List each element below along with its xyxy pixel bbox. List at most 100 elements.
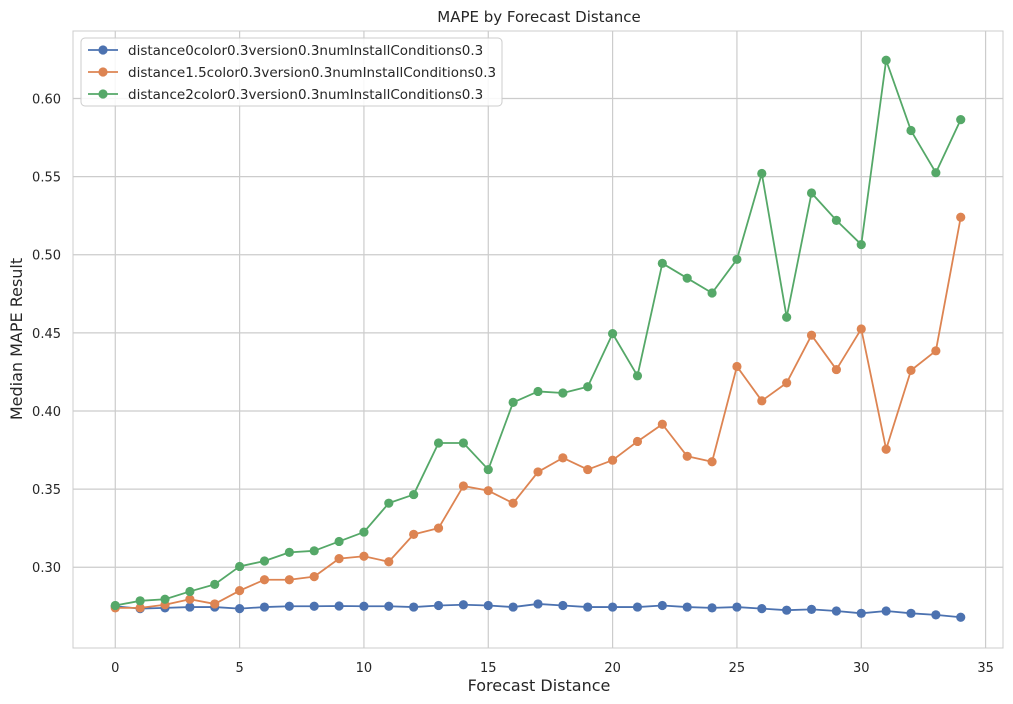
x-tick-label: 0 (111, 661, 119, 676)
data-point (707, 457, 717, 467)
y-tick-label: 0.45 (32, 327, 61, 342)
data-point (458, 481, 469, 491)
data-point (359, 551, 369, 561)
legend-label: distance0color0.3version0.3numInstallCon… (128, 43, 483, 59)
legend: distance0color0.3version0.3numInstallCon… (80, 37, 503, 107)
legend-box (80, 37, 503, 107)
data-point (259, 602, 270, 612)
y-tick-label: 0.40 (32, 405, 61, 420)
series-1 (110, 212, 966, 613)
x-axis-label: Forecast Distance (468, 676, 611, 695)
data-point (334, 536, 344, 547)
chart-title: MAPE by Forecast Distance (437, 8, 641, 26)
data-point (235, 586, 245, 596)
x-tick-label: 15 (480, 661, 497, 676)
data-point (135, 603, 145, 613)
data-point (732, 254, 742, 265)
data-point (757, 168, 767, 179)
data-point (906, 125, 916, 136)
data-point (558, 600, 568, 611)
data-point (682, 602, 692, 612)
legend-label: distance2color0.3version0.3numInstallCon… (128, 87, 483, 103)
data-point (483, 486, 493, 496)
data-point (433, 438, 444, 448)
data-point (831, 606, 841, 616)
data-point (707, 603, 717, 613)
data-point (632, 602, 643, 612)
data-point (732, 361, 742, 372)
x-tick-label: 10 (356, 661, 373, 676)
data-point (508, 498, 518, 508)
data-point (259, 556, 270, 566)
data-point (682, 273, 692, 283)
data-point (682, 451, 692, 461)
data-point (856, 324, 866, 334)
data-point (607, 455, 618, 465)
data-point (359, 527, 369, 537)
data-point (906, 365, 916, 375)
data-point (483, 600, 493, 611)
data-point (558, 388, 568, 398)
y-tick-label: 0.55 (32, 171, 61, 186)
data-point (235, 604, 245, 614)
data-point (384, 498, 394, 508)
x-tick-label: 35 (977, 661, 994, 676)
data-point (757, 604, 767, 614)
data-point (359, 601, 369, 611)
data-point (284, 547, 294, 557)
data-point (210, 579, 220, 590)
data-point (782, 605, 792, 615)
x-tick-label: 30 (853, 661, 870, 676)
data-point (533, 467, 543, 477)
data-point (931, 346, 941, 356)
data-point (831, 215, 841, 225)
data-point (806, 604, 817, 615)
legend-label: distance1.5color0.3version0.3numInstallC… (128, 65, 496, 81)
legend-marker (98, 67, 108, 77)
data-point (931, 168, 941, 178)
data-point (632, 371, 643, 381)
data-point (931, 610, 941, 620)
data-point (508, 397, 518, 407)
legend-entry: distance1.5color0.3version0.3numInstallC… (88, 65, 496, 81)
data-point (732, 602, 742, 612)
data-point (583, 382, 593, 392)
data-point (906, 608, 916, 618)
y-tick-label: 0.30 (32, 561, 61, 576)
data-point (657, 419, 667, 429)
data-point (384, 557, 394, 567)
data-point (409, 489, 419, 500)
data-point (881, 606, 891, 616)
data-point (185, 602, 195, 612)
data-point (607, 329, 618, 339)
series-layer (110, 55, 966, 622)
data-point (533, 386, 543, 397)
x-tick-label: 20 (604, 661, 621, 676)
x-tick-label: 5 (235, 661, 243, 676)
y-axis-label: Median MAPE Result (7, 258, 26, 420)
data-point (210, 599, 220, 609)
data-point (135, 596, 145, 606)
data-point (782, 378, 792, 388)
y-tick-label: 0.60 (32, 92, 61, 107)
x-tick-labels: 0 5 10 15 20 25 30 35 (111, 661, 994, 676)
data-point (856, 608, 866, 618)
data-point (881, 444, 891, 454)
data-point (806, 330, 817, 340)
data-point (433, 523, 444, 533)
data-point (483, 464, 493, 475)
grid (73, 31, 1003, 648)
data-point (956, 212, 966, 222)
y-tick-label: 0.35 (32, 483, 61, 498)
legend-entry: distance2color0.3version0.3numInstallCon… (88, 87, 483, 103)
legend-entry: distance0color0.3version0.3numInstallCon… (88, 43, 483, 59)
data-point (558, 453, 568, 463)
data-point (707, 288, 717, 298)
data-point (259, 575, 270, 585)
data-point (881, 55, 891, 65)
data-point (185, 586, 195, 597)
data-point (409, 602, 419, 612)
y-tick-label: 0.50 (32, 249, 61, 264)
data-point (782, 312, 792, 322)
